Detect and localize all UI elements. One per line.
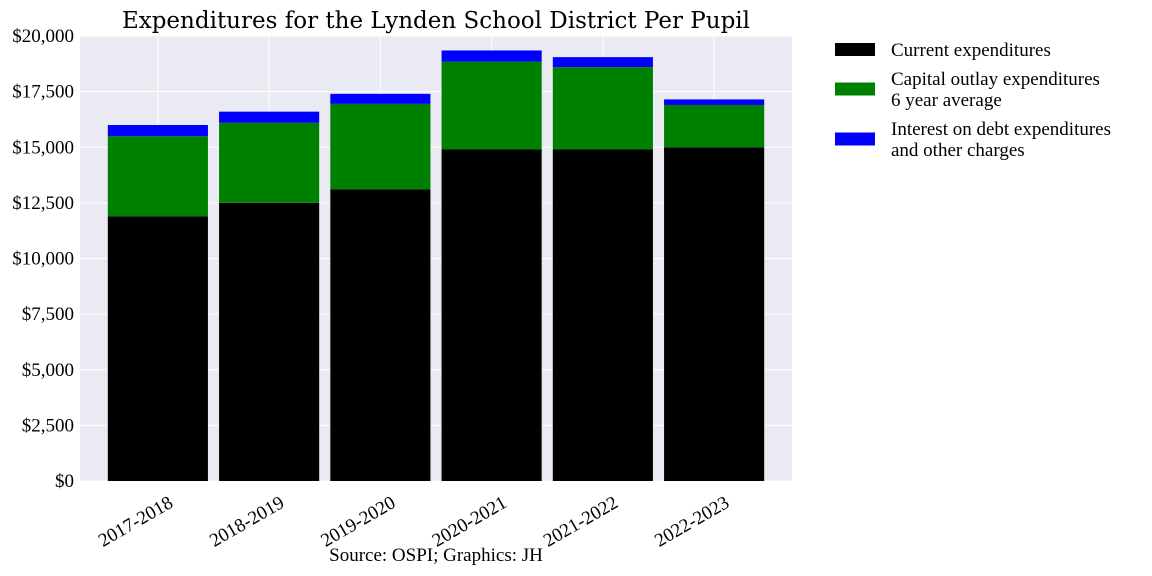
legend-swatch <box>835 82 875 96</box>
legend-item: Current expenditures <box>835 40 1051 61</box>
y-tick-label: $20,000 <box>12 26 74 47</box>
y-tick-label: $17,500 <box>12 82 74 103</box>
x-axis: 2017-2018 2018-2019 2019-2020 2020-2021 2021… <box>95 492 733 551</box>
bar-segment <box>330 103 431 190</box>
y-axis: $0 $2,500 $5,000 $7,500 $10,000 $12,500 $15,00… <box>12 26 74 492</box>
chart-title: Expenditures for the Lynden School Distr… <box>122 8 750 34</box>
legend-swatch <box>835 43 875 56</box>
bar-segment <box>219 111 320 123</box>
bar-segment <box>552 57 653 68</box>
bar-segment <box>664 147 765 481</box>
x-tick-label: 2017-2018 <box>95 492 177 551</box>
y-tick-label: $15,000 <box>12 137 74 158</box>
bar-segment <box>552 67 653 150</box>
x-tick-label: 2020-2021 <box>429 492 511 551</box>
bar-segment <box>441 61 542 150</box>
bar-segment <box>330 93 431 104</box>
x-tick-label: 2021-2022 <box>540 492 622 551</box>
y-tick-label: $2,500 <box>22 415 74 436</box>
bar-segment <box>552 149 653 481</box>
y-tick-label: $10,000 <box>12 249 74 270</box>
bar-segment <box>107 136 208 217</box>
legend-swatch <box>835 132 875 146</box>
x-tick-label: 2018-2019 <box>206 492 288 551</box>
bar-segment <box>219 202 320 481</box>
legend-label: 6 year average <box>891 90 1002 111</box>
legend-label: Current expenditures <box>891 40 1051 61</box>
bar-segment <box>107 125 208 137</box>
y-tick-label: $0 <box>55 471 74 492</box>
bar-segment <box>441 149 542 481</box>
legend: Current expenditures Capital outlay expen… <box>835 40 1111 161</box>
bar-segment <box>107 216 208 481</box>
bar-segment <box>441 50 542 62</box>
legend-label: Interest on debt expenditures <box>891 119 1111 140</box>
x-tick-label: 2019-2020 <box>317 492 399 551</box>
bar-segment <box>664 104 765 148</box>
bar-segment <box>330 189 431 481</box>
y-tick-label: $12,500 <box>12 193 74 214</box>
y-tick-label: $5,000 <box>22 360 74 381</box>
bar-segment <box>219 122 320 203</box>
bars <box>107 50 765 481</box>
legend-label: Capital outlay expenditures <box>891 69 1100 90</box>
x-tick-label: 2022-2023 <box>651 492 733 551</box>
y-tick-label: $7,500 <box>22 304 74 325</box>
bar-segment <box>664 99 765 105</box>
source-caption: Source: OSPI; Graphics: JH <box>329 545 543 566</box>
legend-label: and other charges <box>891 140 1025 161</box>
